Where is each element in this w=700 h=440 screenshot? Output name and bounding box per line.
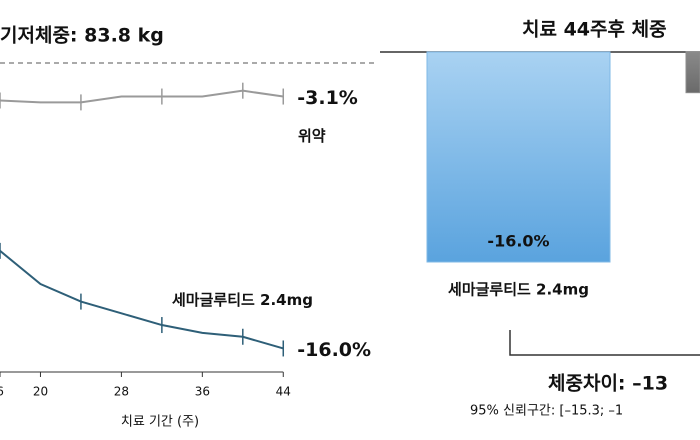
bar <box>426 51 611 263</box>
value-label: -16.0% <box>297 339 371 361</box>
value-label: -3.1% <box>297 87 358 109</box>
x-tick-label: 6 <box>0 385 4 399</box>
series-line <box>0 89 284 104</box>
subannotation: 95% 신뢰구간: [–15.3; –1 <box>470 404 623 419</box>
chart-title: 치료 44주후 체중 <box>522 19 667 41</box>
x-tick-label: 28 <box>114 385 129 399</box>
legend-label: 위약 <box>298 127 326 145</box>
x-tick-label: 44 <box>276 385 291 399</box>
x-tick-label: 세마글루티드 2.4mg <box>448 281 589 299</box>
bar <box>685 51 700 94</box>
x-tick-label: 36 <box>195 385 210 399</box>
series-line <box>0 250 284 350</box>
annotation: 체중차이: –13 <box>548 373 668 395</box>
x-tick-label: 20 <box>33 385 48 399</box>
value-label: -16.0% <box>487 232 549 251</box>
legend-label: 세마글루티드 2.4mg <box>172 291 313 309</box>
x-axis-label: 치료 기간 (주) <box>121 415 199 430</box>
chart-title: 기저체중: 83.8 kg <box>0 25 164 47</box>
bracket <box>509 330 700 356</box>
